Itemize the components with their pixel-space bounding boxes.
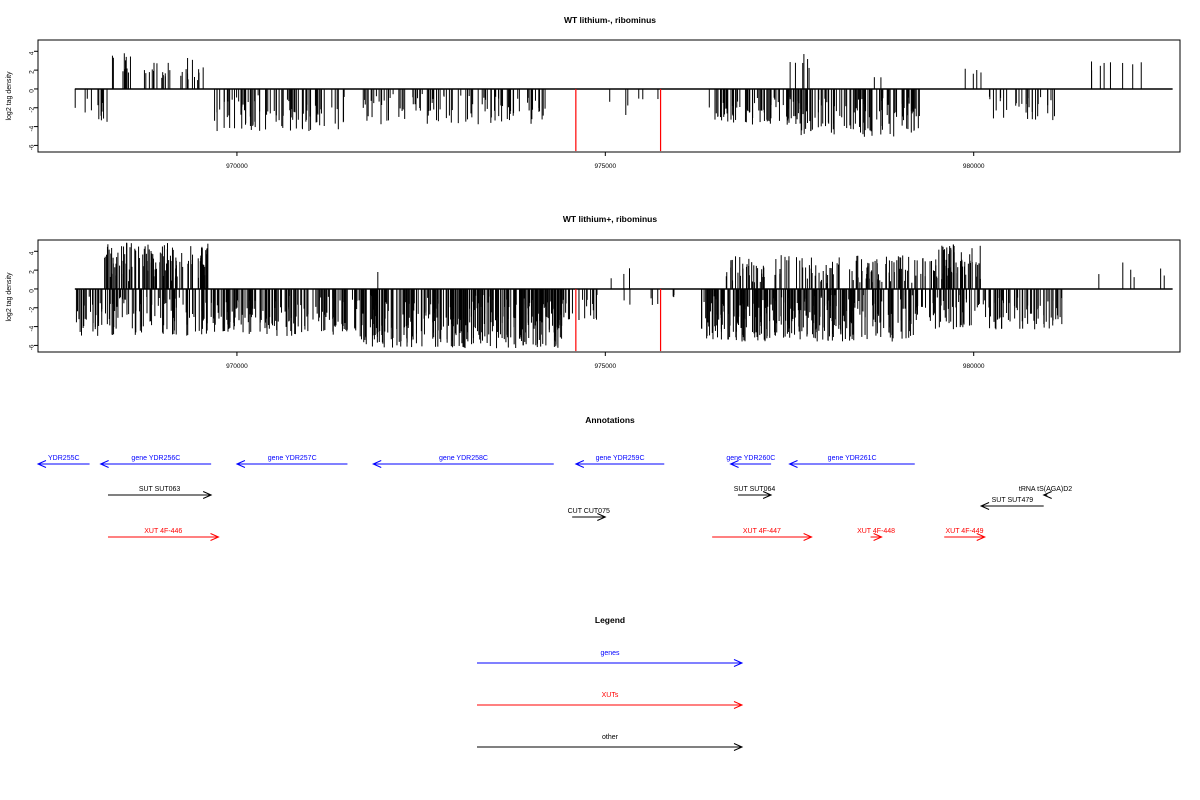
- annotation-gene: gene YDR259C: [574, 455, 665, 468]
- legend-label: genes: [600, 650, 620, 657]
- panel-title: WT lithium+, ribominus: [563, 214, 657, 224]
- arrow-head-icon: [36, 460, 47, 468]
- annotation-other: SUT SUT063: [107, 486, 213, 499]
- feature-label: tRNA tS(AGA)D2: [1019, 486, 1072, 493]
- bar-series: [74, 242, 1173, 352]
- x-tick-label: 970000: [226, 363, 248, 370]
- annotation-xut: XUT 4F-447: [712, 528, 813, 541]
- y-tick-label: -6: [29, 344, 36, 350]
- arrow-head-icon: [729, 460, 739, 468]
- x-tick-label: 975000: [594, 363, 616, 370]
- annotations-panel: Annotations YDR255C gene YDR256C gene YDR2…: [36, 415, 1072, 541]
- x-axis: 970000 975000 980000: [226, 152, 985, 170]
- legend-item: XUTs: [477, 692, 744, 709]
- annotation-gene: gene YDR256C: [99, 455, 212, 468]
- panel-title: WT lithium-, ribominus: [564, 15, 656, 25]
- annotations-title: Annotations: [585, 415, 635, 425]
- y-tick-label: -4: [29, 125, 36, 131]
- arrow-head-icon: [733, 659, 744, 667]
- annotation-other: CUT CUT075: [568, 508, 610, 521]
- x-tick-label: 980000: [963, 163, 985, 170]
- annotation-gene: gene YDR258C: [371, 455, 554, 468]
- annotation-gene: gene YDR257C: [235, 455, 348, 468]
- arrow-head-icon: [788, 460, 798, 468]
- y-tick-label: 2: [29, 70, 36, 74]
- y-tick-label: 4: [29, 51, 36, 55]
- annotation-gene: gene YDR261C: [788, 455, 915, 468]
- arrow-head-icon: [733, 743, 744, 751]
- panel-lithium-plus: WT lithium+, ribominus log2 tag density …: [6, 214, 1181, 370]
- annotation-xut: XUT 4F-446: [107, 528, 220, 541]
- feature-label: YDR255C: [48, 455, 80, 462]
- annotation-other: SUT SUT064: [734, 486, 776, 499]
- arrow-head-icon: [202, 491, 213, 499]
- feature-label: XUT 4F-447: [743, 528, 781, 535]
- arrow-head-icon: [762, 491, 773, 499]
- arrow-head-icon: [979, 502, 990, 510]
- y-tick-label: 0: [29, 89, 36, 93]
- arrow-head-icon: [235, 460, 246, 468]
- arrow-head-icon: [210, 533, 220, 541]
- arrow-head-icon: [99, 460, 109, 468]
- feature-label: gene YDR256C: [131, 455, 180, 462]
- y-tick-label: 2: [29, 270, 36, 274]
- arrow-head-icon: [803, 533, 813, 541]
- legend-item: other: [477, 734, 744, 751]
- y-tick-label: 0: [29, 289, 36, 293]
- feature-label: XUT 4F-449: [945, 528, 983, 535]
- x-axis: 970000 975000 980000: [226, 352, 985, 370]
- legend-label: XUTs: [602, 692, 619, 699]
- y-tick-label: -2: [29, 306, 36, 312]
- feature-label: XUT 4F-446: [144, 528, 182, 535]
- feature-label: gene YDR260C: [726, 455, 775, 462]
- feature-label: SUT SUT479: [992, 497, 1034, 504]
- arrow-head-icon: [733, 701, 744, 709]
- y-tick-label: -6: [29, 144, 36, 150]
- feature-label: XUT 4F-448: [857, 528, 895, 535]
- legend-item: genes: [477, 650, 744, 667]
- annotation-xut: XUT 4F-449: [944, 528, 987, 541]
- y-axis-label: log2 tag density: [6, 71, 13, 121]
- legend-panel: Legend genes XUTs other: [477, 615, 744, 751]
- arrow-head-icon: [597, 513, 607, 521]
- feature-label: gene YDR259C: [596, 455, 645, 462]
- plot-frame: [37, 39, 1181, 153]
- bar-series: [74, 53, 1173, 152]
- annotation-xut: XUT 4F-448: [857, 528, 895, 541]
- feature-label: gene YDR261C: [828, 455, 877, 462]
- feature-label: SUT SUT063: [139, 486, 181, 493]
- feature-label: gene YDR257C: [268, 455, 317, 462]
- x-tick-label: 975000: [594, 163, 616, 170]
- arrow-head-icon: [371, 460, 382, 468]
- arrow-head-icon: [873, 533, 883, 541]
- feature-label: CUT CUT075: [568, 508, 610, 515]
- annotation-other: SUT SUT479: [979, 497, 1044, 510]
- y-tick-label: -2: [29, 106, 36, 112]
- plot-frame: [37, 239, 1181, 353]
- y-axis: 4 2 0 -2 -4 -6: [29, 250, 38, 350]
- arrow-head-icon: [574, 460, 585, 468]
- x-tick-label: 970000: [226, 163, 248, 170]
- legend-label: other: [602, 734, 619, 741]
- annotation-gene: YDR255C: [36, 455, 90, 468]
- panel-lithium-minus: WT lithium-, ribominus log2 tag density …: [6, 15, 1181, 170]
- annotation-other: tRNA tS(AGA)D2: [1019, 486, 1072, 499]
- y-tick-label: 4: [29, 251, 36, 255]
- x-tick-label: 980000: [963, 363, 985, 370]
- y-axis: 4 2 0 -2 -4 -6: [29, 50, 38, 150]
- y-tick-label: -4: [29, 325, 36, 331]
- arrow-head-icon: [976, 533, 987, 541]
- arrow-head-icon: [1042, 491, 1052, 499]
- feature-label: SUT SUT064: [734, 486, 776, 493]
- annotation-gene: gene YDR260C: [726, 455, 775, 468]
- y-axis-label: log2 tag density: [6, 272, 13, 322]
- legend-items: genes XUTs other: [477, 650, 744, 751]
- legend-title: Legend: [595, 615, 625, 625]
- feature-label: gene YDR258C: [439, 455, 488, 462]
- annotation-features: YDR255C gene YDR256C gene YDR257C gene YDR2…: [36, 455, 1072, 541]
